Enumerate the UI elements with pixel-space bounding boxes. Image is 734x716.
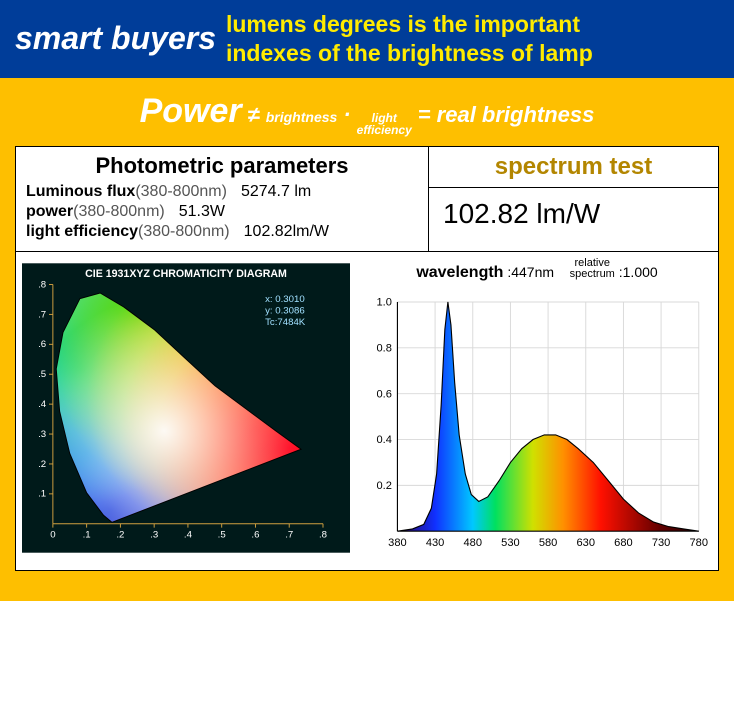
- svg-text:.6: .6: [38, 339, 46, 350]
- svg-text:0: 0: [50, 529, 55, 540]
- brand-text: smart buyers: [15, 20, 216, 57]
- param-row: Luminous flux(380-800nm)5274.7 lm: [26, 183, 418, 201]
- svg-text:.8: .8: [319, 529, 327, 540]
- svg-text:0.8: 0.8: [376, 342, 391, 354]
- spectrum-svg: 0.2 0.4 0.6 0.8 1.0 380 430 480 530 580 630 680 730 7…: [366, 284, 708, 564]
- svg-text:380: 380: [388, 537, 406, 549]
- svg-text:480: 480: [464, 537, 482, 549]
- svg-text:0.6: 0.6: [376, 388, 391, 400]
- spectrum-test-panel: spectrum test 102.82 lm/W: [429, 146, 719, 252]
- svg-text:780: 780: [690, 537, 708, 549]
- header-bar: smart buyers lumens degrees is the impor…: [0, 0, 734, 78]
- spectrum-test-value: 102.82 lm/W: [429, 188, 718, 240]
- param-row: light efficiency(380-800nm)102.82lm/W: [26, 223, 418, 241]
- svg-text:x: 0.3010: x: 0.3010: [265, 293, 305, 304]
- svg-text:630: 630: [577, 537, 595, 549]
- header-tagline: lumens degrees is the important indexes …: [226, 10, 593, 68]
- svg-text:.1: .1: [83, 529, 91, 540]
- params-panel: Photometric parameters Luminous flux(380…: [15, 146, 429, 252]
- svg-text:.5: .5: [38, 369, 46, 380]
- svg-text:y: 0.3086: y: 0.3086: [265, 305, 305, 316]
- cie-chart: CIE 1931XYZ CHROMATICITY DIAGRAM 0 .1 .2 .3.…: [16, 252, 356, 570]
- spectrum-head: wavelength :447nm relative spectrum :1.0…: [366, 258, 708, 282]
- svg-text:1.0: 1.0: [376, 296, 391, 308]
- svg-text:530: 530: [501, 537, 519, 549]
- svg-text:580: 580: [539, 537, 557, 549]
- spectrum-chart: wavelength :447nm relative spectrum :1.0…: [356, 252, 718, 570]
- svg-text:.2: .2: [38, 458, 46, 469]
- formula-strip: Power ≠ brightness · light efficiency = …: [0, 78, 734, 146]
- svg-text:.3: .3: [38, 428, 46, 439]
- charts-row: CIE 1931XYZ CHROMATICITY DIAGRAM 0 .1 .2 .3.…: [15, 252, 719, 571]
- svg-text:.1: .1: [38, 488, 46, 499]
- spectrum-test-title: spectrum test: [429, 147, 718, 188]
- svg-text:730: 730: [652, 537, 670, 549]
- svg-text:0.4: 0.4: [376, 434, 391, 446]
- svg-text:.5: .5: [218, 529, 226, 540]
- svg-text:.2: .2: [116, 529, 124, 540]
- svg-text:.7: .7: [285, 529, 293, 540]
- svg-text:0.2: 0.2: [376, 480, 391, 492]
- formula-text: Power ≠ brightness · light efficiency = …: [140, 92, 595, 136]
- svg-text:CIE 1931XYZ CHROMATICITY DIAGR: CIE 1931XYZ CHROMATICITY DIAGRAM: [85, 267, 287, 279]
- svg-text:.4: .4: [38, 399, 47, 410]
- cie-svg: CIE 1931XYZ CHROMATICITY DIAGRAM 0 .1 .2 .3.…: [22, 258, 350, 558]
- params-title: Photometric parameters: [26, 153, 418, 179]
- svg-text:.7: .7: [38, 309, 46, 320]
- svg-text:.6: .6: [251, 529, 259, 540]
- svg-text:680: 680: [614, 537, 632, 549]
- svg-text:.8: .8: [38, 279, 46, 290]
- svg-text:.4: .4: [184, 529, 193, 540]
- svg-text:.3: .3: [150, 529, 158, 540]
- panel-row: Photometric parameters Luminous flux(380…: [15, 146, 719, 252]
- svg-text:430: 430: [426, 537, 444, 549]
- param-row: power(380-800nm)51.3W: [26, 203, 418, 221]
- content-area: Photometric parameters Luminous flux(380…: [0, 146, 734, 601]
- svg-text:Tc:7484K: Tc:7484K: [265, 317, 306, 328]
